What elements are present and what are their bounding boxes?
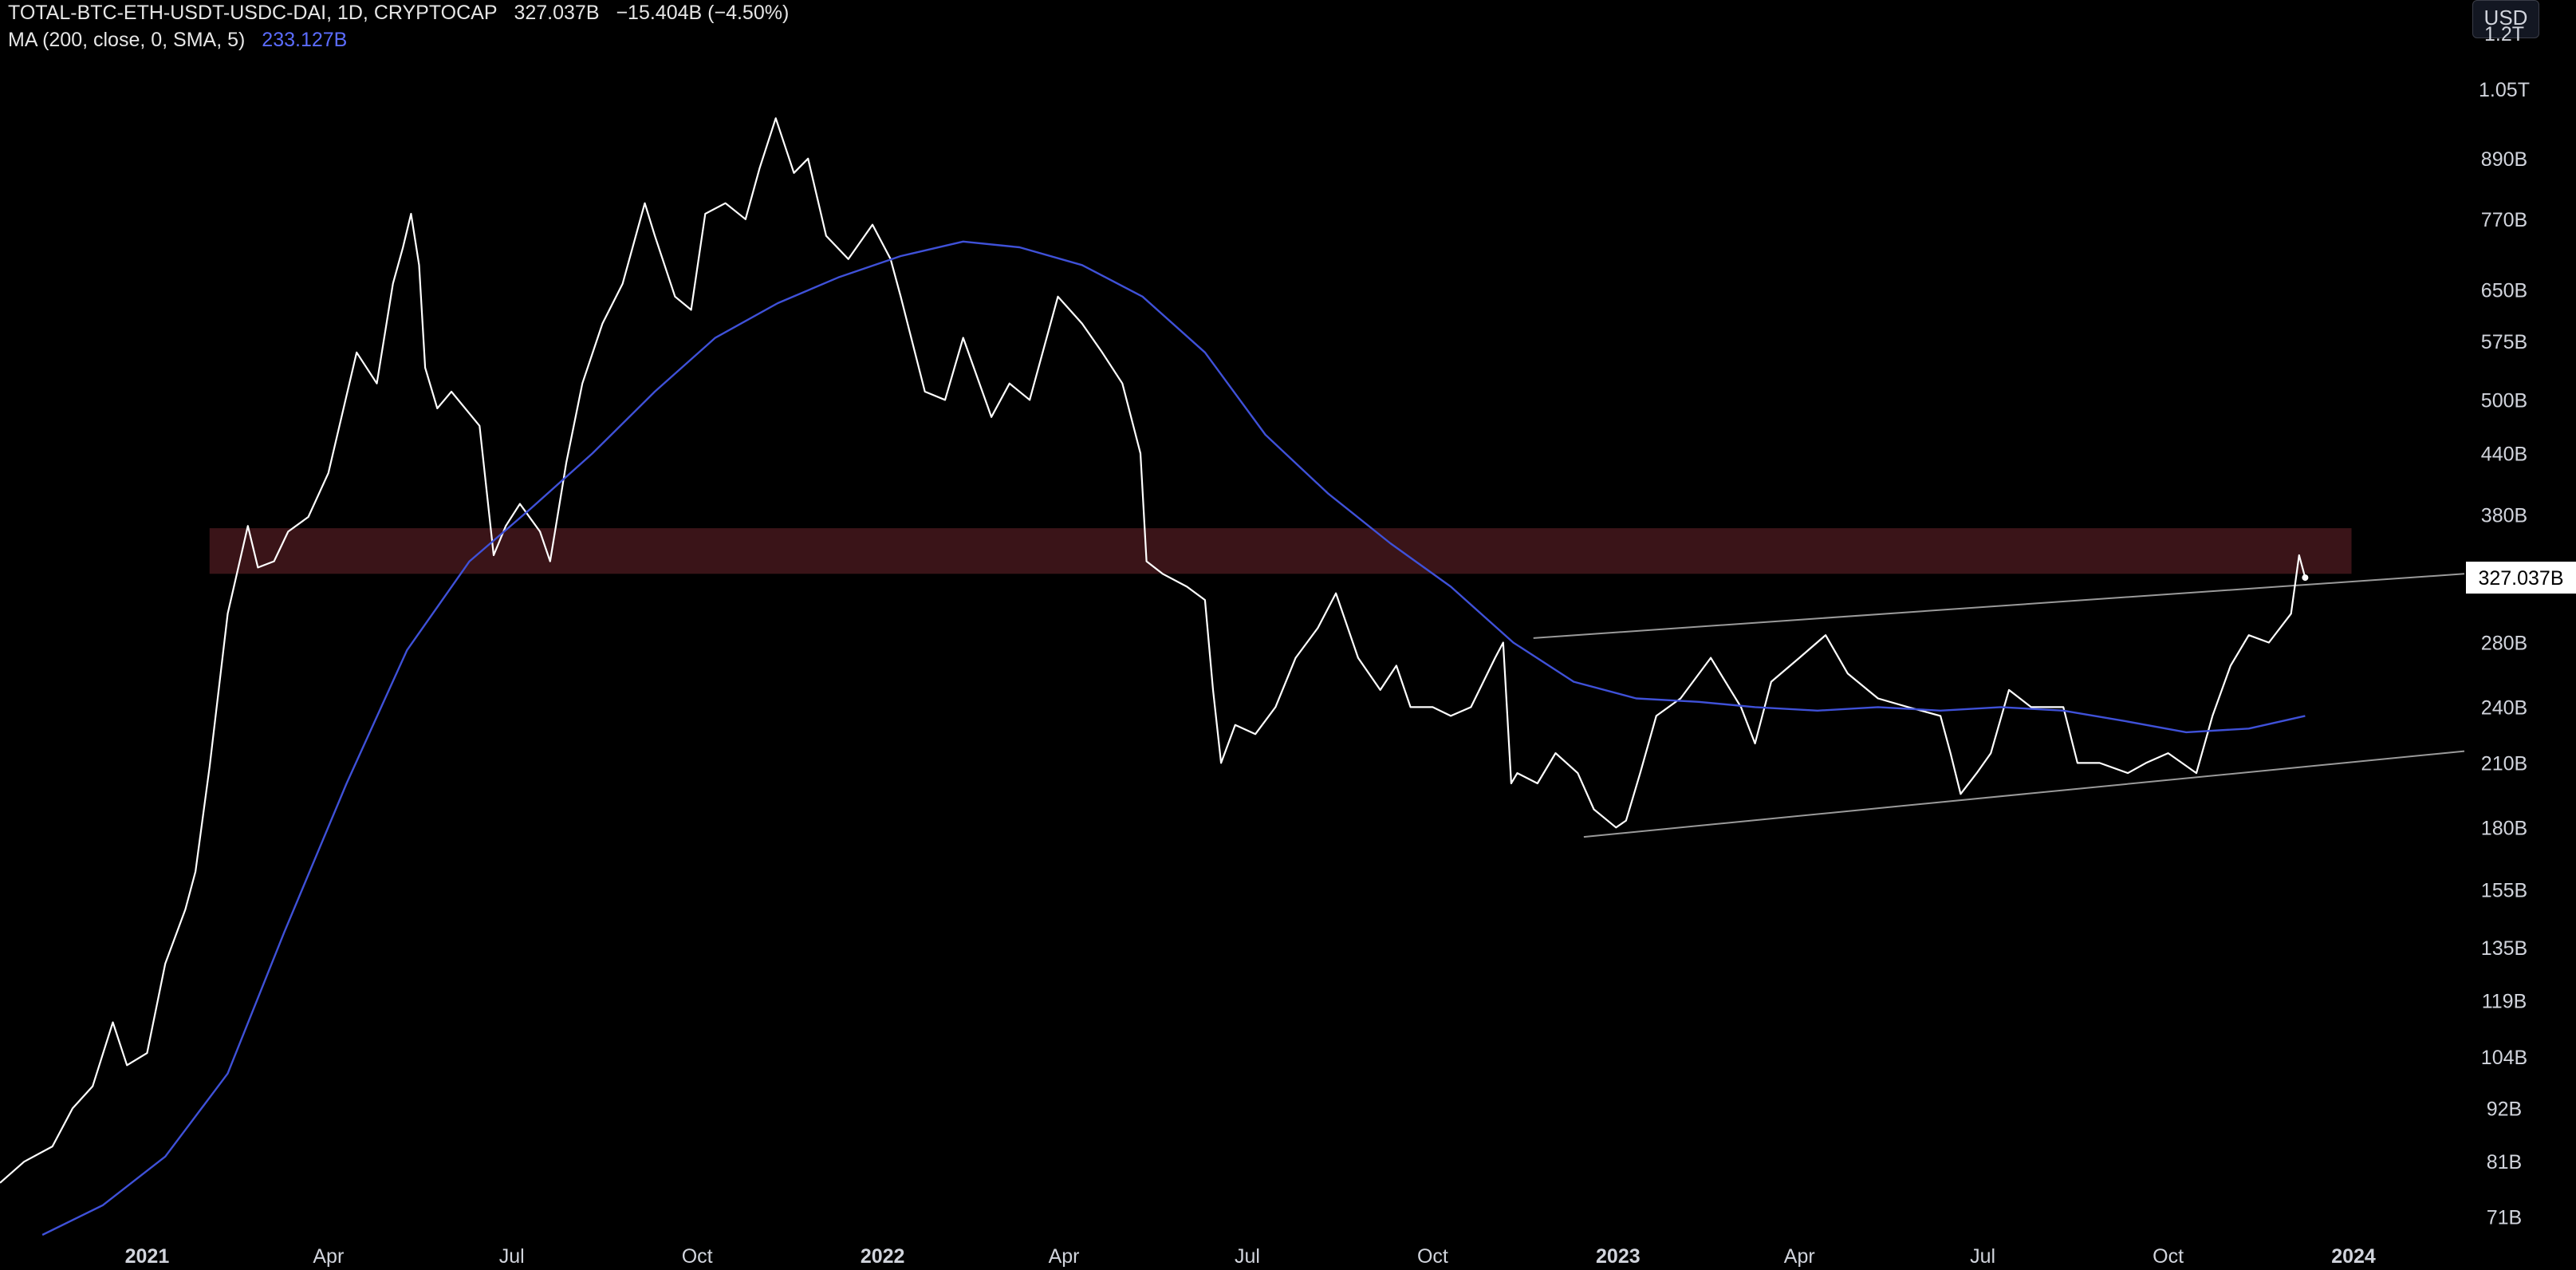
x-tick-label: 2024 bbox=[2331, 1245, 2376, 1268]
resistance-zones bbox=[209, 528, 2352, 574]
symbol-label[interactable]: TOTAL-BTC-ETH-USDT-USDC-DAI, 1D, CRYPTOC… bbox=[8, 2, 498, 24]
y-tick-label: 71B bbox=[2487, 1206, 2522, 1229]
trendline-0[interactable] bbox=[1533, 573, 2465, 639]
last-price-header: 327.037B bbox=[514, 2, 600, 24]
x-tick-label: 2021 bbox=[125, 1245, 170, 1268]
y-tick-label: 92B bbox=[2487, 1098, 2522, 1120]
ma-legend: MA (200, close, 0, SMA, 5) 233.127B bbox=[8, 29, 358, 52]
price-change: −15.404B (−4.50%) bbox=[616, 2, 790, 24]
price-line[interactable] bbox=[0, 117, 2306, 1184]
x-tick-label: Jul bbox=[1970, 1245, 1995, 1268]
y-tick-label: 180B bbox=[2481, 817, 2527, 839]
y-tick-label: 890B bbox=[2481, 148, 2527, 171]
time-axis: 2021 Apr Jul Oct 2022 Apr Jul Oct 2023 Apr Jul Oct 2… bbox=[125, 1245, 2376, 1268]
x-tick-label: 2022 bbox=[861, 1245, 905, 1268]
ma-label[interactable]: MA (200, close, 0, SMA, 5) bbox=[8, 29, 246, 51]
y-tick-label: 575B bbox=[2481, 331, 2527, 353]
chart-header: TOTAL-BTC-ETH-USDT-USDC-DAI, 1D, CRYPTOC… bbox=[8, 2, 800, 25]
y-tick-label: 155B bbox=[2481, 880, 2527, 902]
y-tick-label: 1.2T bbox=[2484, 23, 2524, 45]
x-tick-label: Jul bbox=[499, 1245, 525, 1268]
y-tick-label: 81B bbox=[2487, 1151, 2522, 1173]
y-tick-label: 210B bbox=[2481, 752, 2527, 775]
y-tick-label: 280B bbox=[2481, 632, 2527, 654]
y-tick-label: 770B bbox=[2481, 209, 2527, 231]
y-tick-label: 500B bbox=[2481, 389, 2527, 412]
last-price-point bbox=[2302, 574, 2309, 582]
x-tick-label: Oct bbox=[682, 1245, 713, 1268]
x-tick-label: Apr bbox=[313, 1245, 344, 1268]
y-tick-label: 440B bbox=[2481, 443, 2527, 465]
y-tick-label: 104B bbox=[2481, 1047, 2527, 1069]
x-tick-label: Jul bbox=[1235, 1245, 1260, 1268]
y-tick-label: 119B bbox=[2482, 990, 2527, 1012]
y-tick-label: 1.05T bbox=[2479, 79, 2530, 101]
ma-value: 233.127B bbox=[262, 29, 348, 51]
series-lines bbox=[0, 117, 2309, 1236]
y-tick-label: 380B bbox=[2481, 504, 2527, 527]
resistance-zone-0[interactable] bbox=[209, 528, 2352, 574]
price-axis: 1.2T 1.05T 890B 770B 650B 575B 500B 440B 380B 280… bbox=[2479, 23, 2530, 1229]
last-price-tag-bg bbox=[2466, 562, 2576, 594]
currency-button[interactable]: USD bbox=[2472, 0, 2539, 38]
trendline-1[interactable] bbox=[1583, 750, 2465, 838]
x-tick-label: Apr bbox=[1049, 1245, 1080, 1268]
last-price-tag-label: 327.037B bbox=[2478, 567, 2563, 590]
channel-trendlines bbox=[1533, 573, 2465, 838]
x-tick-label: Apr bbox=[1784, 1245, 1815, 1268]
y-tick-label: 240B bbox=[2481, 696, 2527, 719]
x-tick-label: 2023 bbox=[1596, 1245, 1641, 1268]
ma-line[interactable] bbox=[41, 240, 2306, 1236]
x-tick-label: Oct bbox=[1417, 1245, 1448, 1268]
x-tick-label: Oct bbox=[2153, 1245, 2184, 1268]
last-price-tag: 327.037B bbox=[2466, 562, 2576, 594]
y-tick-label: 135B bbox=[2481, 937, 2527, 960]
y-tick-label: 650B bbox=[2481, 280, 2527, 302]
